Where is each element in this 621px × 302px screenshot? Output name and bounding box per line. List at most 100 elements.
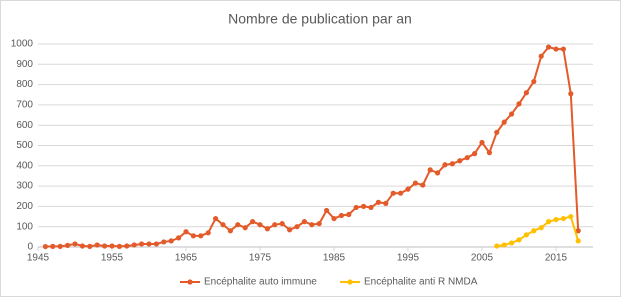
data-point (553, 46, 559, 52)
x-tick-label: 2015 (545, 253, 568, 264)
x-tick-label: 1995 (397, 253, 420, 264)
data-point (516, 237, 522, 243)
y-tick-label: 900 (16, 59, 33, 70)
data-point (94, 242, 100, 248)
data-point (546, 219, 552, 225)
data-point (509, 240, 515, 246)
data-point (176, 235, 182, 241)
y-tick-label: 200 (16, 201, 33, 212)
data-point (494, 129, 500, 135)
data-point (383, 200, 389, 206)
data-point (405, 186, 411, 192)
data-point (479, 139, 485, 146)
data-point (220, 222, 226, 228)
data-point (338, 212, 344, 219)
x-tick-label: 1955 (101, 253, 124, 264)
data-point (523, 232, 530, 238)
legend-label: Encéphalite anti R NMDA (364, 277, 478, 288)
data-point (87, 243, 93, 249)
data-point (213, 215, 219, 222)
x-tick-label: 1965 (175, 253, 198, 264)
legend-marker (347, 279, 353, 285)
y-tick-label: 400 (16, 160, 33, 171)
legend-marker (187, 279, 193, 285)
data-point (153, 241, 159, 247)
legend-label: Encéphalite auto immune (204, 277, 317, 288)
data-point (412, 180, 418, 186)
data-point (235, 222, 241, 228)
data-point (568, 213, 574, 220)
data-point (168, 238, 174, 244)
data-point (116, 243, 122, 249)
data-point (546, 44, 552, 50)
data-point (79, 243, 85, 249)
data-point (324, 207, 330, 214)
data-point (301, 219, 307, 225)
data-point (264, 226, 270, 232)
data-point (50, 243, 56, 249)
data-point (568, 91, 574, 97)
data-point (523, 90, 530, 96)
data-point (139, 241, 145, 247)
data-point (161, 239, 167, 245)
data-point (398, 190, 404, 196)
data-point (361, 203, 367, 209)
data-point (368, 204, 374, 211)
data-point (553, 216, 559, 223)
data-point (353, 204, 359, 211)
data-point (390, 190, 396, 196)
data-point (375, 199, 381, 205)
data-point (472, 151, 478, 157)
data-point (294, 224, 300, 230)
x-tick-label: 1945 (27, 253, 50, 264)
data-point (109, 243, 115, 249)
data-point (316, 221, 322, 227)
data-point (486, 150, 492, 156)
data-point (42, 243, 49, 250)
data-point (190, 233, 196, 239)
data-point (435, 170, 441, 176)
data-point (198, 233, 204, 239)
data-point (538, 53, 544, 59)
y-tick-label: 500 (16, 140, 33, 151)
data-point (516, 101, 522, 107)
y-tick-label: 100 (16, 221, 33, 232)
data-point (331, 215, 337, 222)
data-point (531, 228, 537, 234)
data-point (250, 219, 256, 225)
data-point (560, 215, 567, 222)
y-tick-label: 300 (16, 181, 33, 192)
data-point (427, 167, 433, 173)
data-point (272, 222, 278, 228)
data-point (420, 182, 426, 188)
data-point (65, 242, 71, 248)
data-point (227, 228, 233, 234)
y-tick-label: 600 (16, 120, 33, 131)
y-tick-label: 800 (16, 79, 33, 90)
data-point (449, 161, 455, 167)
data-point (183, 229, 189, 235)
data-point (57, 243, 63, 249)
y-tick-label: 0 (27, 242, 33, 253)
data-point (494, 243, 500, 249)
data-point (457, 158, 463, 164)
data-point (575, 238, 581, 244)
data-point (509, 111, 515, 117)
data-point (501, 119, 507, 125)
data-point (531, 78, 537, 85)
data-point (146, 241, 152, 247)
data-point (102, 243, 108, 249)
y-tick-label: 700 (16, 100, 33, 111)
data-point (309, 222, 315, 228)
x-tick-label: 1985 (323, 253, 346, 264)
y-tick-label: 1000 (11, 39, 34, 50)
data-point (442, 162, 448, 168)
data-point (72, 241, 78, 247)
data-point (242, 225, 248, 231)
data-point (279, 221, 285, 227)
data-point (538, 225, 544, 231)
x-tick-label: 1975 (249, 253, 272, 264)
data-point (346, 211, 352, 218)
data-point (464, 155, 470, 161)
